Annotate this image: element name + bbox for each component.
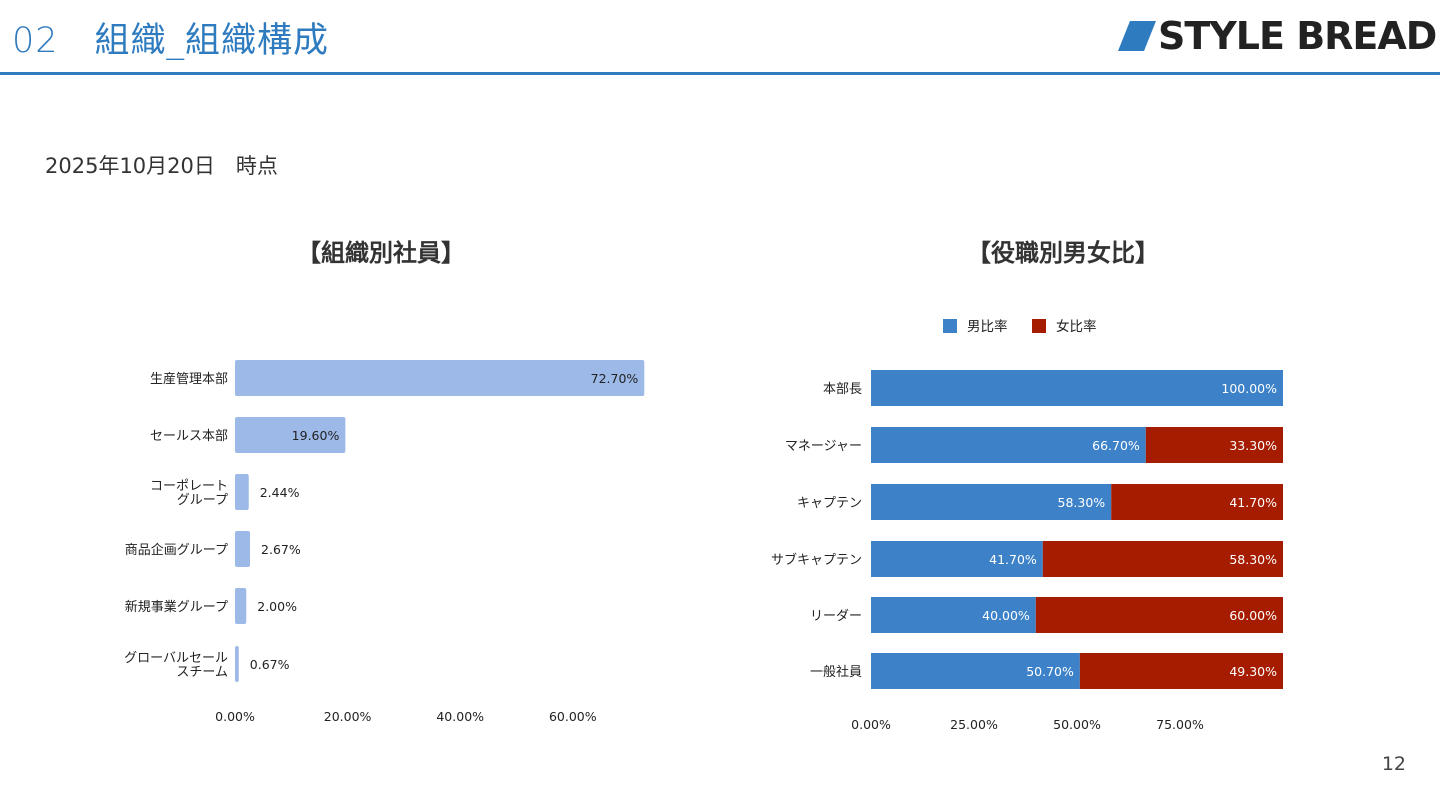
value-label-3: 2.67% [261,542,301,557]
bar-1-5 [1079,653,1283,689]
category-label-5-line-0: グローバルセール [124,651,228,666]
chart-title-organization: 【組織別社員】 [297,239,465,267]
value-label-5: 0.67% [250,657,290,672]
category-label-4: リーダー [810,609,862,624]
legend-label-1: 女比率 [1056,318,1097,335]
bar-1-3 [1042,541,1283,577]
as-of-date: 2025年10月20日 時点 [45,154,278,178]
bar-5 [235,646,239,682]
value-label-1-2: 41.70% [1229,495,1277,510]
title-text: 組織_組織構成 [94,21,330,61]
bar-0-4 [871,597,1036,633]
x-tick-label-1: 20.00% [324,709,372,724]
value-label-0-2: 58.30% [1058,495,1106,510]
value-label-2: 2.44% [260,485,300,500]
value-label-1-5: 49.30% [1229,664,1277,679]
category-label-0: 本部長 [823,382,862,397]
x-tick-label-1: 25.00% [950,717,998,732]
bar-1 [235,417,346,453]
value-label-0-0: 100.00% [1221,381,1277,396]
bar-0-1 [871,427,1146,463]
category-label-2: キャプテン [797,496,862,511]
header-divider [0,72,1440,75]
bar-0-5 [871,653,1080,689]
bar-1-2 [1111,484,1283,520]
logo-slash-icon [1118,21,1156,51]
x-tick-label-3: 75.00% [1156,717,1204,732]
category-label-4: 新規事業グループ [125,599,228,615]
x-tick-label-2: 50.00% [1053,717,1101,732]
bar-4 [235,588,247,624]
value-label-0: 72.70% [591,371,639,386]
bar-0-3 [871,541,1043,577]
value-label-4: 2.00% [257,599,297,614]
value-label-1-1: 33.30% [1229,438,1277,453]
bar-3 [235,531,251,567]
slide-title: 02 組織_組織構成 [12,12,329,63]
bar-0-0 [871,370,1283,406]
category-label-0: 生産管理本部 [150,371,228,387]
category-label-1: セールス本部 [150,429,228,444]
category-label-3: 商品企画グループ [125,542,228,558]
bar-0 [235,360,645,396]
bar-1-1 [1145,427,1283,463]
category-label-3: サブキャプテン [771,552,862,568]
x-tick-label-0: 0.00% [851,717,891,732]
value-label-0-3: 41.70% [989,552,1037,567]
value-label-0-1: 66.70% [1092,438,1140,453]
category-label-5-line-1: スチーム [176,665,228,680]
logo-text: STYLE BREAD [1158,14,1437,58]
category-label-2-line-0: コーポレート [150,479,228,494]
category-label-5: 一般社員 [810,664,862,680]
section-number: 02 [12,21,59,61]
bar-2 [235,474,249,510]
brand-logo: STYLE BREAD [1118,16,1437,56]
x-tick-label-0: 0.00% [215,709,255,724]
bar-0-2 [871,484,1112,520]
x-tick-label-3: 60.00% [549,709,597,724]
value-label-0-5: 50.70% [1026,664,1074,679]
page-number: 12 [1381,753,1406,775]
x-tick-label-2: 40.00% [436,709,484,724]
value-label-1: 19.60% [292,428,340,443]
category-label-1: マネージャー [785,439,862,454]
legend-label-0: 男比率 [967,318,1008,335]
legend-swatch-1 [1032,319,1046,333]
value-label-1-4: 60.00% [1229,608,1277,623]
chart-title-gender-ratio: 【役職別男女比】 [967,239,1159,267]
value-label-1-3: 58.30% [1229,552,1277,567]
bar-1-4 [1035,597,1283,633]
category-label-2-line-1: グループ [177,493,228,508]
value-label-0-4: 40.00% [982,608,1030,623]
legend-swatch-0 [943,319,957,333]
